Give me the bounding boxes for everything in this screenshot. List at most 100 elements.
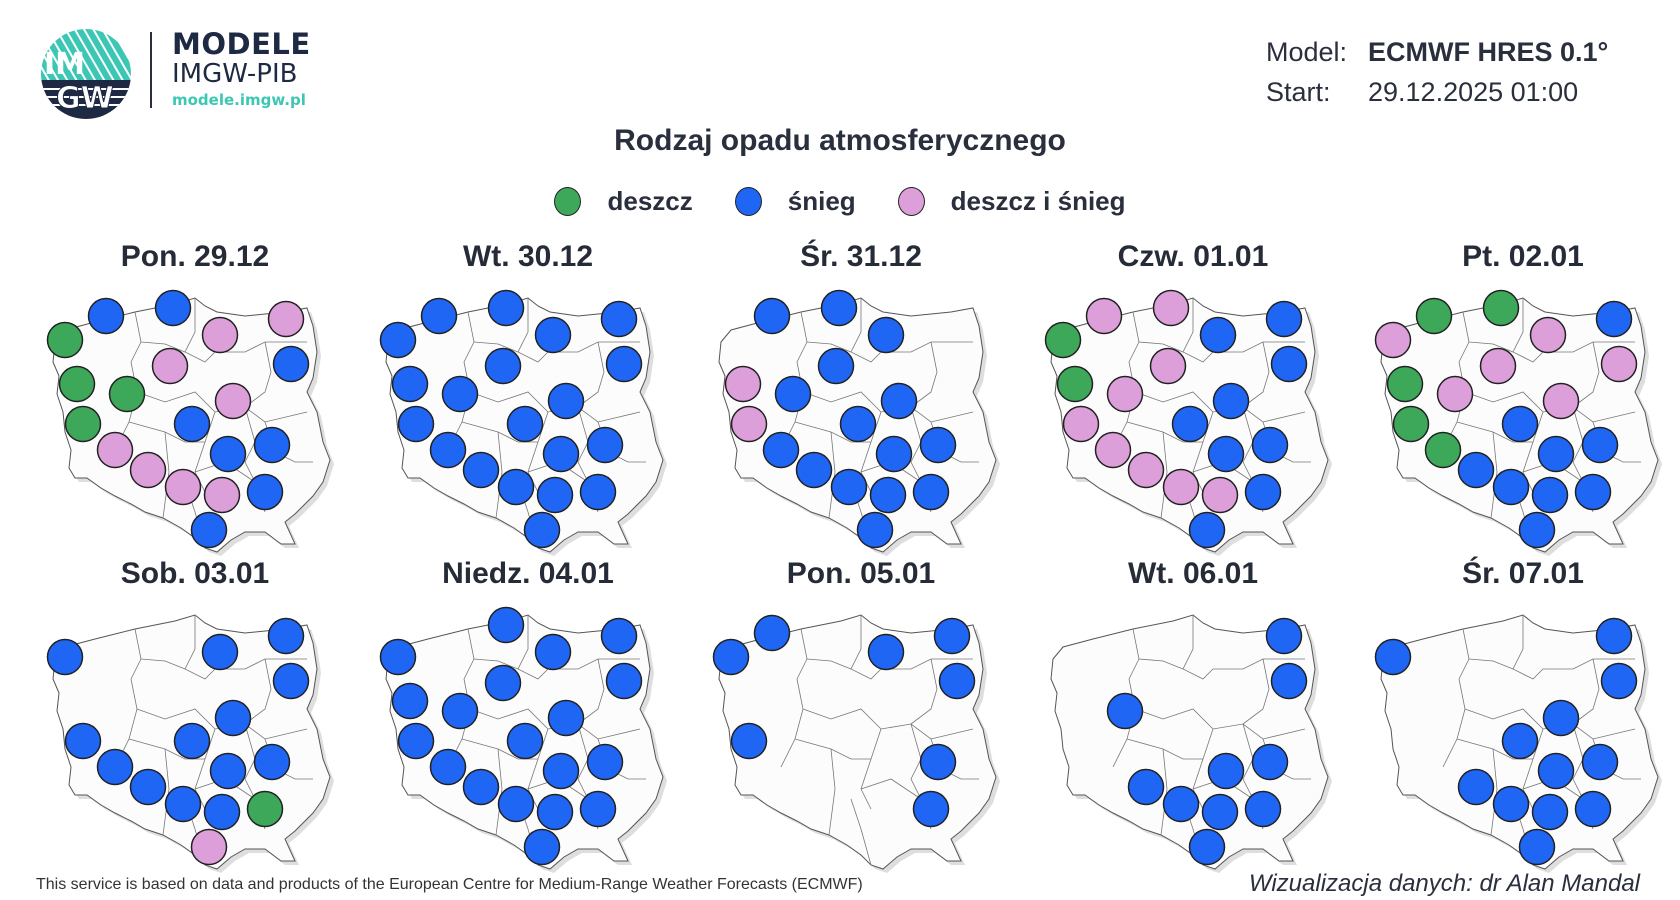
poland-map <box>718 289 1000 556</box>
forecast-panel: Wt. 06.01 <box>1043 557 1363 877</box>
snow-station-marker <box>912 790 950 828</box>
snow-station-marker <box>379 638 417 676</box>
snow-station-marker <box>497 468 535 506</box>
snow-station-marker <box>214 699 252 737</box>
mixed-station-marker <box>1162 468 1200 506</box>
forecast-panel: Pon. 05.01 <box>711 557 1031 877</box>
snow-station-marker <box>484 347 522 385</box>
snow-station-marker <box>547 382 585 420</box>
rain-station-marker <box>64 405 102 443</box>
snow-station-marker <box>209 435 247 473</box>
snow-station-marker <box>579 790 617 828</box>
snow-station-marker <box>869 476 907 514</box>
legend-label: śnieg <box>787 186 856 216</box>
snow-station-marker <box>547 699 585 737</box>
snow-station-marker <box>1265 617 1303 655</box>
start-value: 29.12.2025 01:00 <box>1368 77 1579 107</box>
snow-station-marker <box>880 382 918 420</box>
snow-station-marker <box>253 743 291 781</box>
snow-station-marker <box>1374 638 1412 676</box>
model-info: Model: ECMWF HRES 0.1° Start: 29.12.2025… <box>1266 32 1608 112</box>
snow-station-marker <box>487 289 525 327</box>
panel-date-title: Niedz. 04.01 <box>442 557 614 590</box>
snow-station-marker <box>96 748 134 786</box>
snow-station-marker <box>462 768 500 806</box>
snow-station-marker <box>830 468 868 506</box>
panel-date-title: Pt. 02.01 <box>1462 240 1584 273</box>
mixed-station-marker <box>129 451 167 489</box>
imgw-logo: IM GW <box>36 28 136 120</box>
snow-station-marker <box>253 426 291 464</box>
snow-station-marker <box>867 633 905 671</box>
mixed-station-marker <box>201 316 239 354</box>
legend-item-mixed: deszcz i śnieg <box>897 186 1126 217</box>
snow-station-marker <box>579 473 617 511</box>
panel-date-title: Wt. 30.12 <box>462 240 594 273</box>
snow-station-marker <box>497 785 535 823</box>
snow-station-marker <box>712 638 750 676</box>
snow-station-marker <box>429 748 467 786</box>
snow-station-marker <box>523 828 561 866</box>
forecast-panel: Pon. 29.12 <box>45 240 365 560</box>
mixed-station-marker <box>1106 375 1144 413</box>
poland-map <box>379 606 667 873</box>
snow-dot-icon <box>734 187 762 216</box>
snow-station-marker <box>600 300 638 338</box>
brand-url[interactable]: modele.imgw.pl <box>172 91 306 109</box>
rain-station-marker <box>1044 321 1082 359</box>
mixed-station-marker <box>214 382 252 420</box>
snow-station-marker <box>1171 405 1209 443</box>
mixed-station-marker <box>1085 297 1123 335</box>
snow-station-marker <box>506 722 544 760</box>
snow-station-marker <box>1244 473 1282 511</box>
rain-station-marker <box>246 790 284 828</box>
poland-map <box>1374 614 1662 873</box>
snow-station-marker <box>938 662 976 700</box>
snow-station-marker <box>272 345 310 383</box>
snow-station-marker <box>1270 662 1308 700</box>
mixed-station-marker <box>730 405 768 443</box>
poland-map <box>1044 289 1332 556</box>
snow-station-marker <box>1595 617 1633 655</box>
snow-station-marker <box>523 511 561 549</box>
snow-station-marker <box>441 692 479 730</box>
snow-station-marker <box>1574 473 1612 511</box>
snow-station-marker <box>1188 828 1226 866</box>
snow-station-marker <box>391 682 429 720</box>
mixed-station-marker <box>1600 345 1638 383</box>
snow-station-marker <box>64 722 102 760</box>
panel-date-title: Sob. 03.01 <box>120 557 270 590</box>
snow-station-marker <box>462 451 500 489</box>
snow-station-marker <box>164 785 202 823</box>
ecmwf-credit: This service is based on data and produc… <box>36 876 863 893</box>
panel-date-title: Śr. 31.12 <box>800 240 922 273</box>
snow-station-marker <box>173 722 211 760</box>
snow-station-marker <box>536 476 574 514</box>
snow-station-marker <box>173 405 211 443</box>
rain-station-marker <box>1424 431 1462 469</box>
snow-station-marker <box>753 297 791 335</box>
snow-station-marker <box>1574 790 1612 828</box>
poland-map <box>379 289 667 556</box>
snow-station-marker <box>203 793 241 831</box>
mixed-station-marker <box>203 476 241 514</box>
snow-station-marker <box>1501 722 1539 760</box>
legend-label: deszcz i śnieg <box>950 186 1126 216</box>
mixed-station-marker <box>96 431 134 469</box>
snow-station-marker <box>1531 476 1569 514</box>
mixed-station-marker <box>164 468 202 506</box>
snow-station-marker <box>753 614 791 652</box>
snow-station-marker <box>534 316 572 354</box>
legend-label: deszcz <box>607 186 693 216</box>
snow-station-marker <box>730 722 768 760</box>
snow-station-marker <box>154 289 192 327</box>
snow-station-marker <box>1501 405 1539 443</box>
snow-station-marker <box>1106 692 1144 730</box>
forecast-panel: Śr. 07.01 <box>1373 557 1680 877</box>
snow-station-marker <box>1531 793 1569 831</box>
rain-station-marker <box>1386 365 1424 403</box>
brand-title: MODELE <box>172 27 311 61</box>
logo-divider <box>150 32 152 108</box>
snow-station-marker <box>919 426 957 464</box>
snow-station-marker <box>1492 785 1530 823</box>
